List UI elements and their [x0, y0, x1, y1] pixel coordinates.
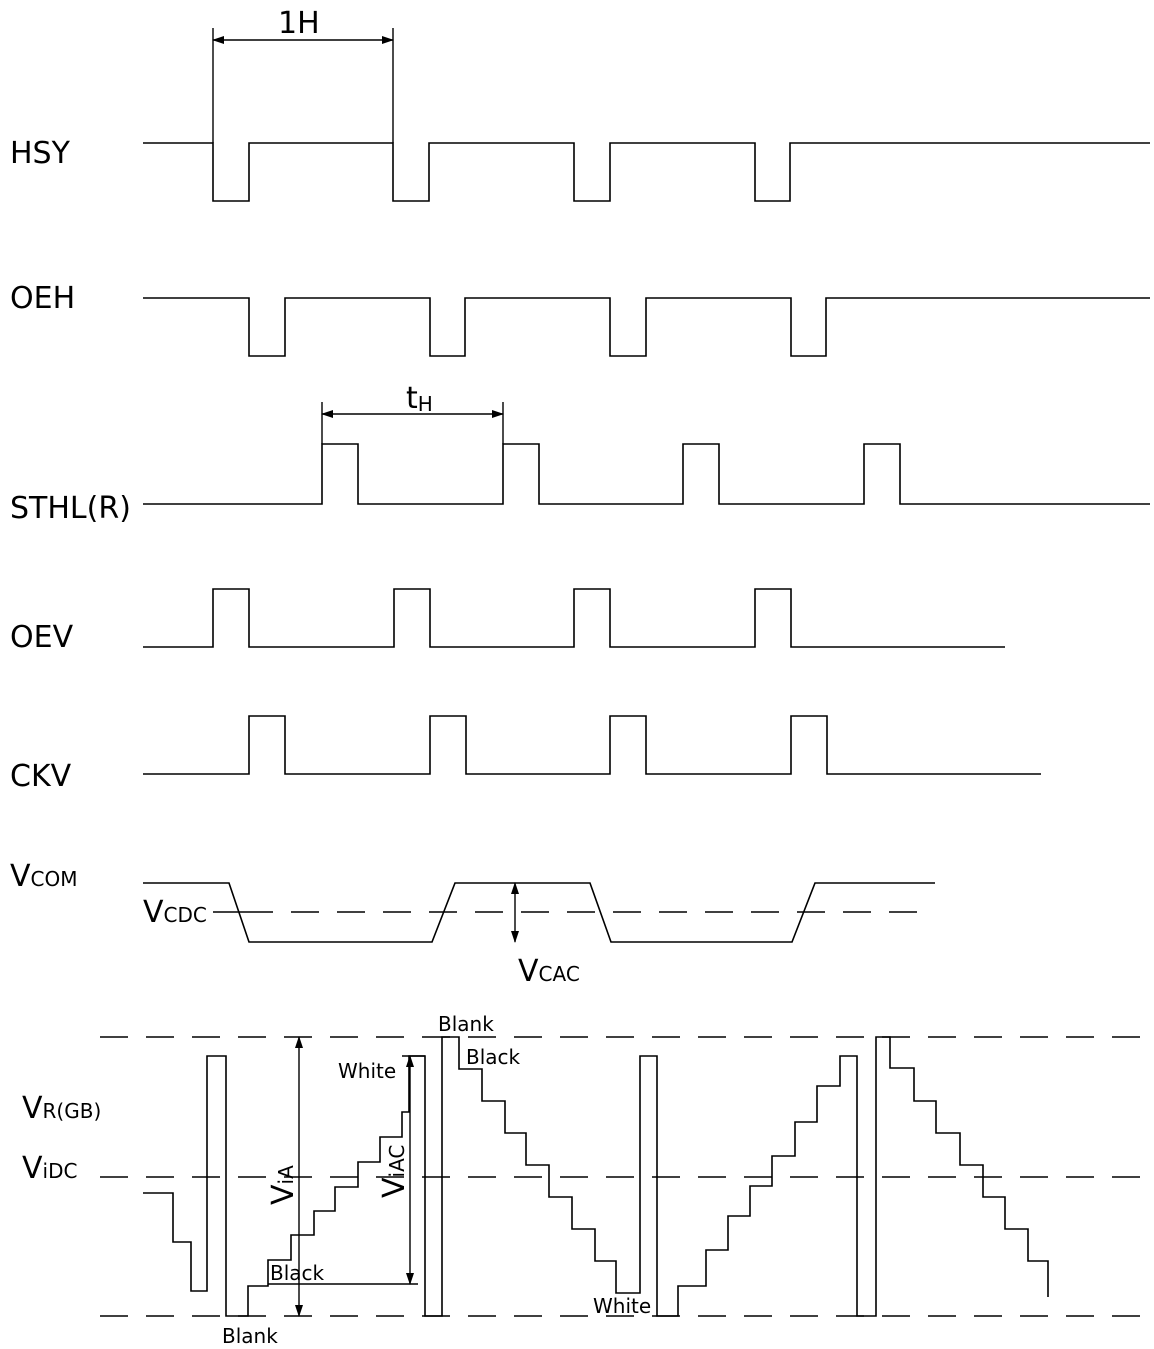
white-label-right: White — [593, 1294, 651, 1318]
black-label-left: Black — [270, 1261, 325, 1285]
vidc-label: ViDC — [22, 1151, 77, 1186]
hsy-label: HSY — [10, 136, 71, 171]
one-h-dimension: 1H — [212, 6, 394, 143]
blank-label-top: Blank — [438, 1012, 494, 1036]
hsy-waveform — [143, 142, 1150, 202]
vcom-label: VCOM — [10, 859, 78, 894]
via-label: ViA — [266, 1165, 301, 1205]
vcac-label: VCAC — [518, 954, 580, 989]
viac-label: ViAC — [377, 1145, 412, 1198]
oeh-label: OEH — [10, 281, 75, 316]
oeh-waveform — [143, 297, 1150, 357]
ckv-label: CKV — [10, 759, 72, 794]
vcdc-label: VCDC — [143, 895, 207, 930]
one-h-label: 1H — [278, 6, 320, 41]
sthl-waveform — [143, 443, 1150, 505]
black-label-right: Black — [466, 1045, 521, 1069]
t-h-dimension: tH — [321, 381, 504, 444]
oev-waveform — [143, 588, 1005, 648]
oev-label: OEV — [10, 620, 74, 655]
t-h-label: tH — [406, 381, 433, 416]
white-label-left: White — [338, 1059, 396, 1083]
ckv-waveform — [143, 715, 1041, 775]
sthl-label: STHL(R) — [10, 491, 131, 526]
vrgb-label: VR(GB) — [22, 1091, 101, 1126]
blank-label-bottom: Blank — [222, 1324, 278, 1348]
